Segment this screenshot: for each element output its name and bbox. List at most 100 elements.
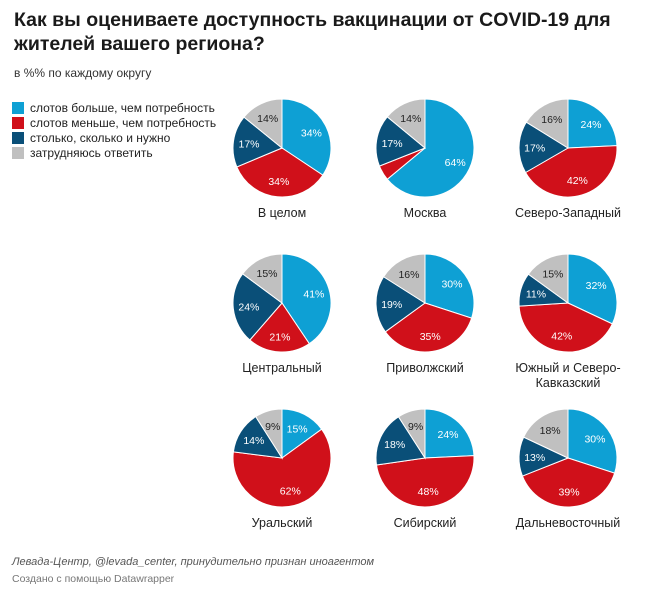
slice-value-label: 14% (400, 113, 421, 125)
slice-value-label: 14% (257, 113, 278, 125)
pie-chart-overall: 34% 34% 17% 14% В целом (232, 98, 332, 220)
pie-svg: 32% 42% 11% 15% (518, 253, 618, 353)
pie-svg: 30% 39% 13% 18% (518, 408, 618, 508)
pie-chart-ural: 15% 62% 14% 9% Уральский (232, 408, 332, 530)
pie-svg: 30% 35% 19% 16% (375, 253, 475, 353)
legend-item-fewer-slots: слотов меньше, чем потребность (12, 115, 216, 130)
slice-as-needed (375, 276, 426, 333)
slice-undecided (527, 253, 569, 304)
slice-fewer-slots (236, 147, 324, 198)
slice-value-label: 9% (408, 421, 423, 433)
legend-label: слотов меньше, чем потребность (30, 115, 217, 130)
slice-as-needed (375, 416, 426, 466)
slice-more-slots (567, 98, 618, 149)
chart-subtitle: в %% по каждому округу (14, 66, 152, 80)
legend-label: столько, сколько и нужно (30, 130, 171, 145)
slice-value-label: 41% (303, 288, 324, 300)
slice-value-label: 19% (381, 299, 402, 311)
slice-more-slots (424, 408, 475, 459)
slice-value-label: 62% (280, 485, 301, 497)
slice-value-label: 48% (418, 486, 439, 498)
pie-chart-moscow: 64% 17% 14% Москва (375, 98, 475, 220)
pie-chart-northwest: 24% 42% 17% 16% Северо-Западный (515, 98, 621, 220)
slice-more-slots (567, 253, 618, 325)
pie-label: Уральский (251, 516, 313, 530)
pie-label: Центральный (242, 361, 322, 375)
slice-undecided (243, 98, 283, 150)
slice-value-label: 42% (551, 331, 572, 343)
slice-value-label: 13% (524, 452, 545, 464)
slice-value-label: 42% (567, 175, 588, 187)
slice-value-label: 24% (580, 119, 601, 131)
slice-fewer-slots (521, 457, 616, 508)
legend-label: затрудняюсь ответить (30, 145, 153, 160)
pie-chart-central: 41% 21% 24% 15% Центральный (232, 253, 332, 375)
source-note: Левада-Центр, @levada_center, принудител… (12, 556, 375, 568)
pie-chart-far-east: 30% 39% 13% 18% Дальневосточный (516, 408, 620, 530)
slice-value-label: 9% (265, 421, 280, 433)
pie-label: Сибирский (393, 516, 457, 530)
slice-as-needed (375, 116, 426, 167)
slice-undecided (397, 408, 426, 460)
slice-value-label: 24% (437, 429, 458, 441)
slice-fewer-slots (232, 428, 332, 508)
slice-undecided (255, 408, 283, 460)
slice-value-label: 64% (445, 157, 466, 169)
pie-label: Дальневосточный (515, 516, 621, 530)
slice-fewer-slots (249, 302, 310, 353)
slice-undecided (382, 253, 426, 304)
slice-value-label: 11% (526, 289, 546, 301)
legend-item-as-needed: столько, сколько и нужно (12, 130, 216, 145)
pie-chart-siberia: 24% 48% 18% 9% Сибирский (375, 408, 475, 530)
slice-value-label: 14% (243, 435, 264, 447)
pie-svg: 41% 21% 24% 15% (232, 253, 332, 353)
slice-value-label: 24% (238, 302, 259, 314)
slice-more-slots (386, 98, 475, 198)
slice-value-label: 21% (269, 331, 290, 343)
slice-fewer-slots (518, 302, 614, 353)
slice-fewer-slots (524, 145, 618, 198)
chart-title: Как вы оцениваете доступность вакцинации… (14, 9, 611, 55)
slice-value-label: 15% (257, 268, 278, 280)
pie-label: Москва (403, 206, 447, 220)
slice-undecided (386, 98, 426, 150)
slice-value-label: 16% (398, 269, 419, 281)
slice-value-label: 18% (384, 439, 405, 451)
pie-label: Приволжский (386, 361, 464, 375)
slice-value-label: 30% (584, 433, 605, 445)
slice-value-label: 34% (268, 176, 289, 188)
slice-undecided (525, 98, 569, 149)
slice-value-label: 15% (287, 423, 308, 435)
slice-undecided (522, 408, 569, 459)
pie-chart-south-caucasus: 32% 42% 11% 15% Южный и Северо-Кавказский (515, 253, 621, 390)
pie-label: Северо-Западный (515, 206, 621, 220)
slice-value-label: 34% (301, 127, 322, 139)
credit-note: Создано с помощью Datawrapper (12, 573, 175, 585)
pie-label: В целом (257, 206, 307, 220)
slice-value-label: 15% (542, 268, 563, 280)
slice-value-label: 16% (541, 114, 562, 126)
slice-value-label: 17% (382, 138, 403, 150)
legend-item-undecided: затрудняюсь ответить (12, 145, 216, 160)
pie-svg: 64% 17% 14% (375, 98, 475, 198)
slice-as-needed (518, 121, 569, 174)
legend-swatch (12, 116, 24, 129)
pie-svg: 24% 48% 18%9% (375, 408, 475, 508)
pie-chart-volga: 30% 35% 19% 16% Приволжский (375, 253, 475, 375)
slice-more-slots (281, 253, 332, 345)
slice-value-label: 17% (239, 138, 260, 150)
pie-svg: 15% 62% 14%9% (232, 408, 332, 508)
pie-svg: 34% 34% 17% 14% (232, 98, 332, 198)
slice-more-slots (567, 408, 618, 474)
legend-swatch (12, 101, 24, 114)
slice-value-label: 39% (559, 486, 580, 498)
slice-fewer-slots (384, 302, 473, 353)
legend-swatch (12, 146, 24, 159)
slice-more-slots (424, 253, 475, 319)
slice-fewer-slots (375, 455, 475, 508)
legend-swatch (12, 131, 24, 144)
legend: слотов больше, чем потребность слотов ме… (12, 100, 216, 160)
pie-label: Южный и Северо-Кавказский (515, 361, 621, 390)
slice-undecided (241, 253, 283, 304)
slice-value-label: 30% (441, 278, 462, 290)
